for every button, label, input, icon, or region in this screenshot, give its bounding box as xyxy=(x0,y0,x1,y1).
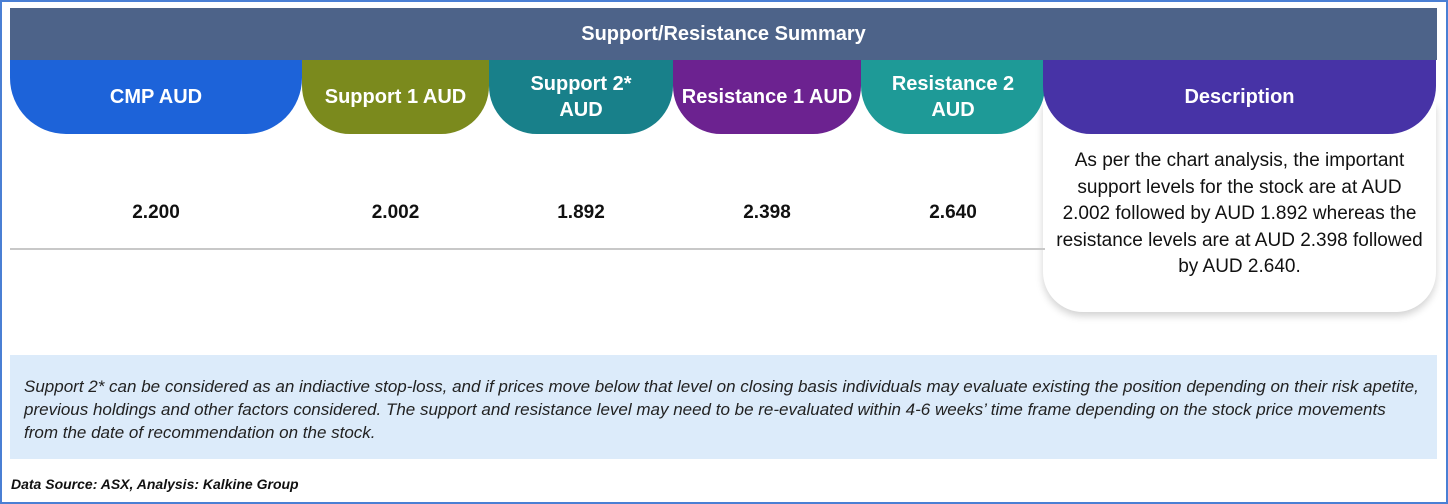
header-label: Resistance 2 AUD xyxy=(891,73,1015,121)
table-title: Support/Resistance Summary xyxy=(10,8,1437,60)
description-text: As per the chart analysis, the important… xyxy=(1056,150,1423,277)
value-support-1: 2.002 xyxy=(371,202,420,223)
header-support-1: Support 1 AUD xyxy=(302,60,489,134)
disclaimer-note: Support 2* can be considered as an india… xyxy=(10,355,1437,459)
header-label: Support 1 AUD xyxy=(324,86,467,108)
header-description: Description xyxy=(1043,60,1436,134)
header-support-2: Support 2* AUD xyxy=(489,60,673,134)
header-label: Resistance 1 AUD xyxy=(681,86,853,108)
header-cmp: CMP AUD xyxy=(10,60,302,134)
header-label: CMP AUD xyxy=(109,86,203,108)
header-resistance-1: Resistance 1 AUD xyxy=(673,60,861,134)
row-divider xyxy=(10,248,1045,250)
header-label: Description xyxy=(1184,86,1295,108)
description-card xyxy=(1043,102,1436,312)
value-cmp: 2.200 xyxy=(132,202,180,223)
value-support-2: 1.892 xyxy=(557,202,605,223)
header-label: Support 2* AUD xyxy=(530,73,632,121)
data-source: Data Source: ASX, Analysis: Kalkine Grou… xyxy=(11,476,299,492)
value-resistance-1: 2.398 xyxy=(743,202,791,223)
value-resistance-2: 2.640 xyxy=(929,202,977,223)
header-resistance-2: Resistance 2 AUD xyxy=(861,60,1045,134)
